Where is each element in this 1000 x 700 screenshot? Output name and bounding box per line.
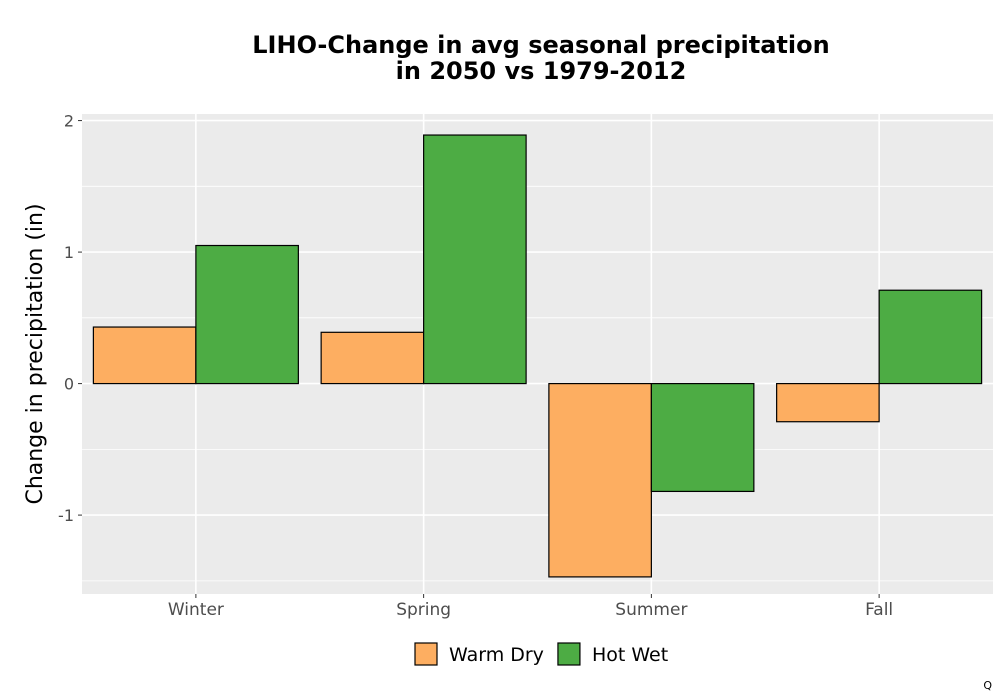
chart-title-line-2: in 2050 vs 1979-2012: [395, 57, 687, 85]
x-tick-label: Spring: [396, 600, 451, 620]
bar-warm-dry-spring: [320, 331, 425, 385]
bars: [92, 134, 983, 578]
legend-swatch-warm-dry: [414, 642, 438, 666]
bar-hot-wet-spring: [423, 134, 527, 385]
corner-mark: Q: [983, 679, 992, 692]
y-tick-label: 0: [64, 375, 74, 394]
x-tick-label: Winter: [168, 600, 224, 620]
legend: Warm Dry Hot Wet: [414, 642, 668, 666]
y-tick-label: 1: [64, 243, 74, 262]
chart-title: LIHO-Change in avg seasonal precipitatio…: [82, 32, 1000, 84]
bar-warm-dry-fall: [776, 382, 880, 423]
axes: -1 0 1 2 Winter Spring Summer Fall: [58, 112, 893, 620]
legend-label-warm-dry: Warm Dry: [449, 644, 544, 666]
y-tick-label: 2: [64, 112, 74, 131]
y-tick-label: -1: [58, 506, 74, 525]
bar-warm-dry-winter: [92, 326, 197, 385]
bar-hot-wet-winter: [195, 244, 299, 385]
legend-label-hot-wet: Hot Wet: [592, 644, 668, 666]
bar-hot-wet-summer: [650, 382, 755, 493]
chart-title-line-1: LIHO-Change in avg seasonal precipitatio…: [252, 31, 830, 59]
x-tick-label: Fall: [865, 600, 893, 620]
y-axis-label: Change in precipitation (in): [23, 203, 48, 504]
legend-swatch-hot-wet: [557, 642, 581, 666]
x-tick-label: Summer: [615, 600, 687, 620]
bar-warm-dry-summer: [548, 382, 652, 578]
bar-hot-wet-fall: [878, 289, 983, 385]
